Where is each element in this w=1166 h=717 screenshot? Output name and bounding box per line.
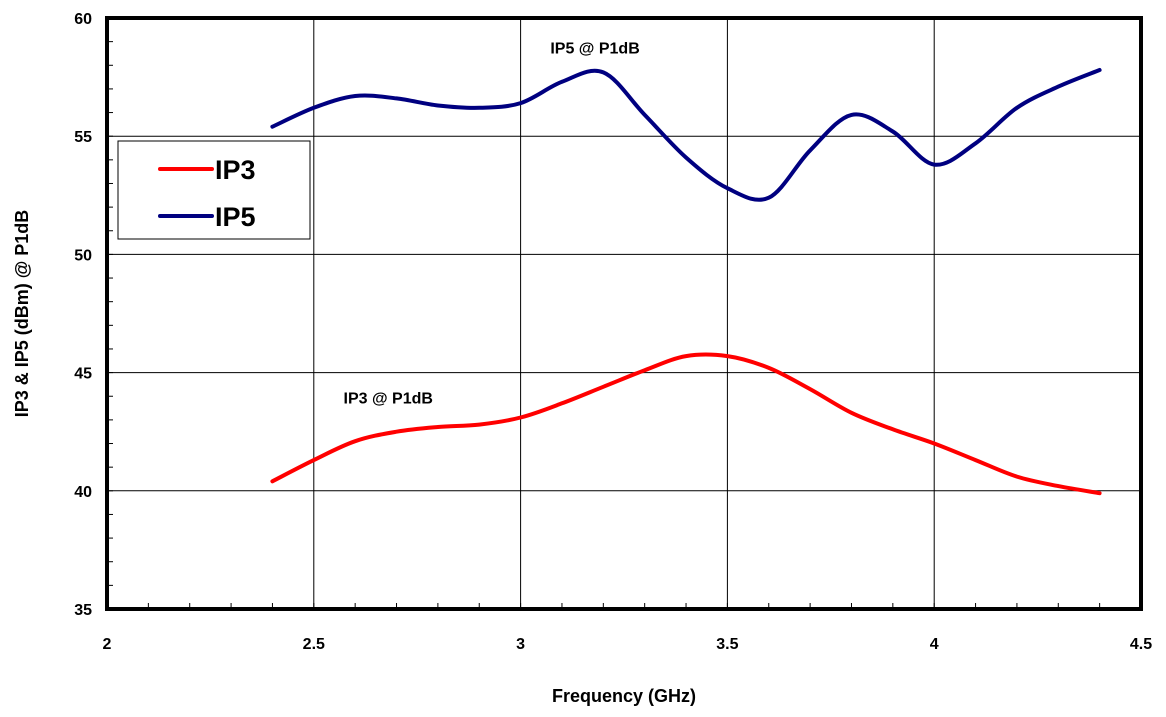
x-tick-label: 3.5 — [716, 636, 738, 653]
y-tick-label: 60 — [74, 11, 92, 28]
x-tick-label: 4.5 — [1130, 636, 1152, 653]
x-tick-labels: 2 2.5 3 3.5 4 4.5 — [103, 636, 1153, 653]
x-tick-label: 3 — [516, 636, 525, 653]
y-tick-label: 45 — [74, 366, 92, 383]
annotation-label: IP3 @ P1dB — [344, 390, 433, 407]
series-line-ip5 — [270, 68, 1102, 202]
x-tick-label: 2.5 — [303, 636, 325, 653]
legend: IP3 IP5 — [117, 140, 311, 240]
x-axis-title: Frequency (GHz) — [552, 686, 696, 706]
series-line-ip3 — [270, 352, 1102, 496]
y-tick-labels: 35 40 45 50 55 60 — [74, 11, 92, 619]
plot-area-frame — [105, 16, 1143, 611]
y-tick-label: 35 — [74, 602, 92, 619]
series-lines — [270, 68, 1102, 496]
legend-box — [117, 140, 311, 240]
gridlines — [107, 18, 1141, 609]
legend-label-ip5: IP5 — [215, 202, 256, 232]
y-tick-label: 55 — [74, 129, 92, 146]
x-tick-label: 4 — [930, 636, 939, 653]
annotation-label: IP5 @ P1dB — [550, 40, 639, 57]
y-tick-label: 50 — [74, 247, 92, 264]
y-tick-label: 40 — [74, 484, 92, 501]
annotations: IP5 @ P1dB IP3 @ P1dB — [344, 40, 640, 407]
legend-label-ip3: IP3 — [215, 155, 256, 185]
y-axis-title: IP3 & IP5 (dBm) @ P1dB — [12, 210, 32, 418]
x-tick-label: 2 — [103, 636, 112, 653]
minor-ticks — [106, 17, 1142, 610]
